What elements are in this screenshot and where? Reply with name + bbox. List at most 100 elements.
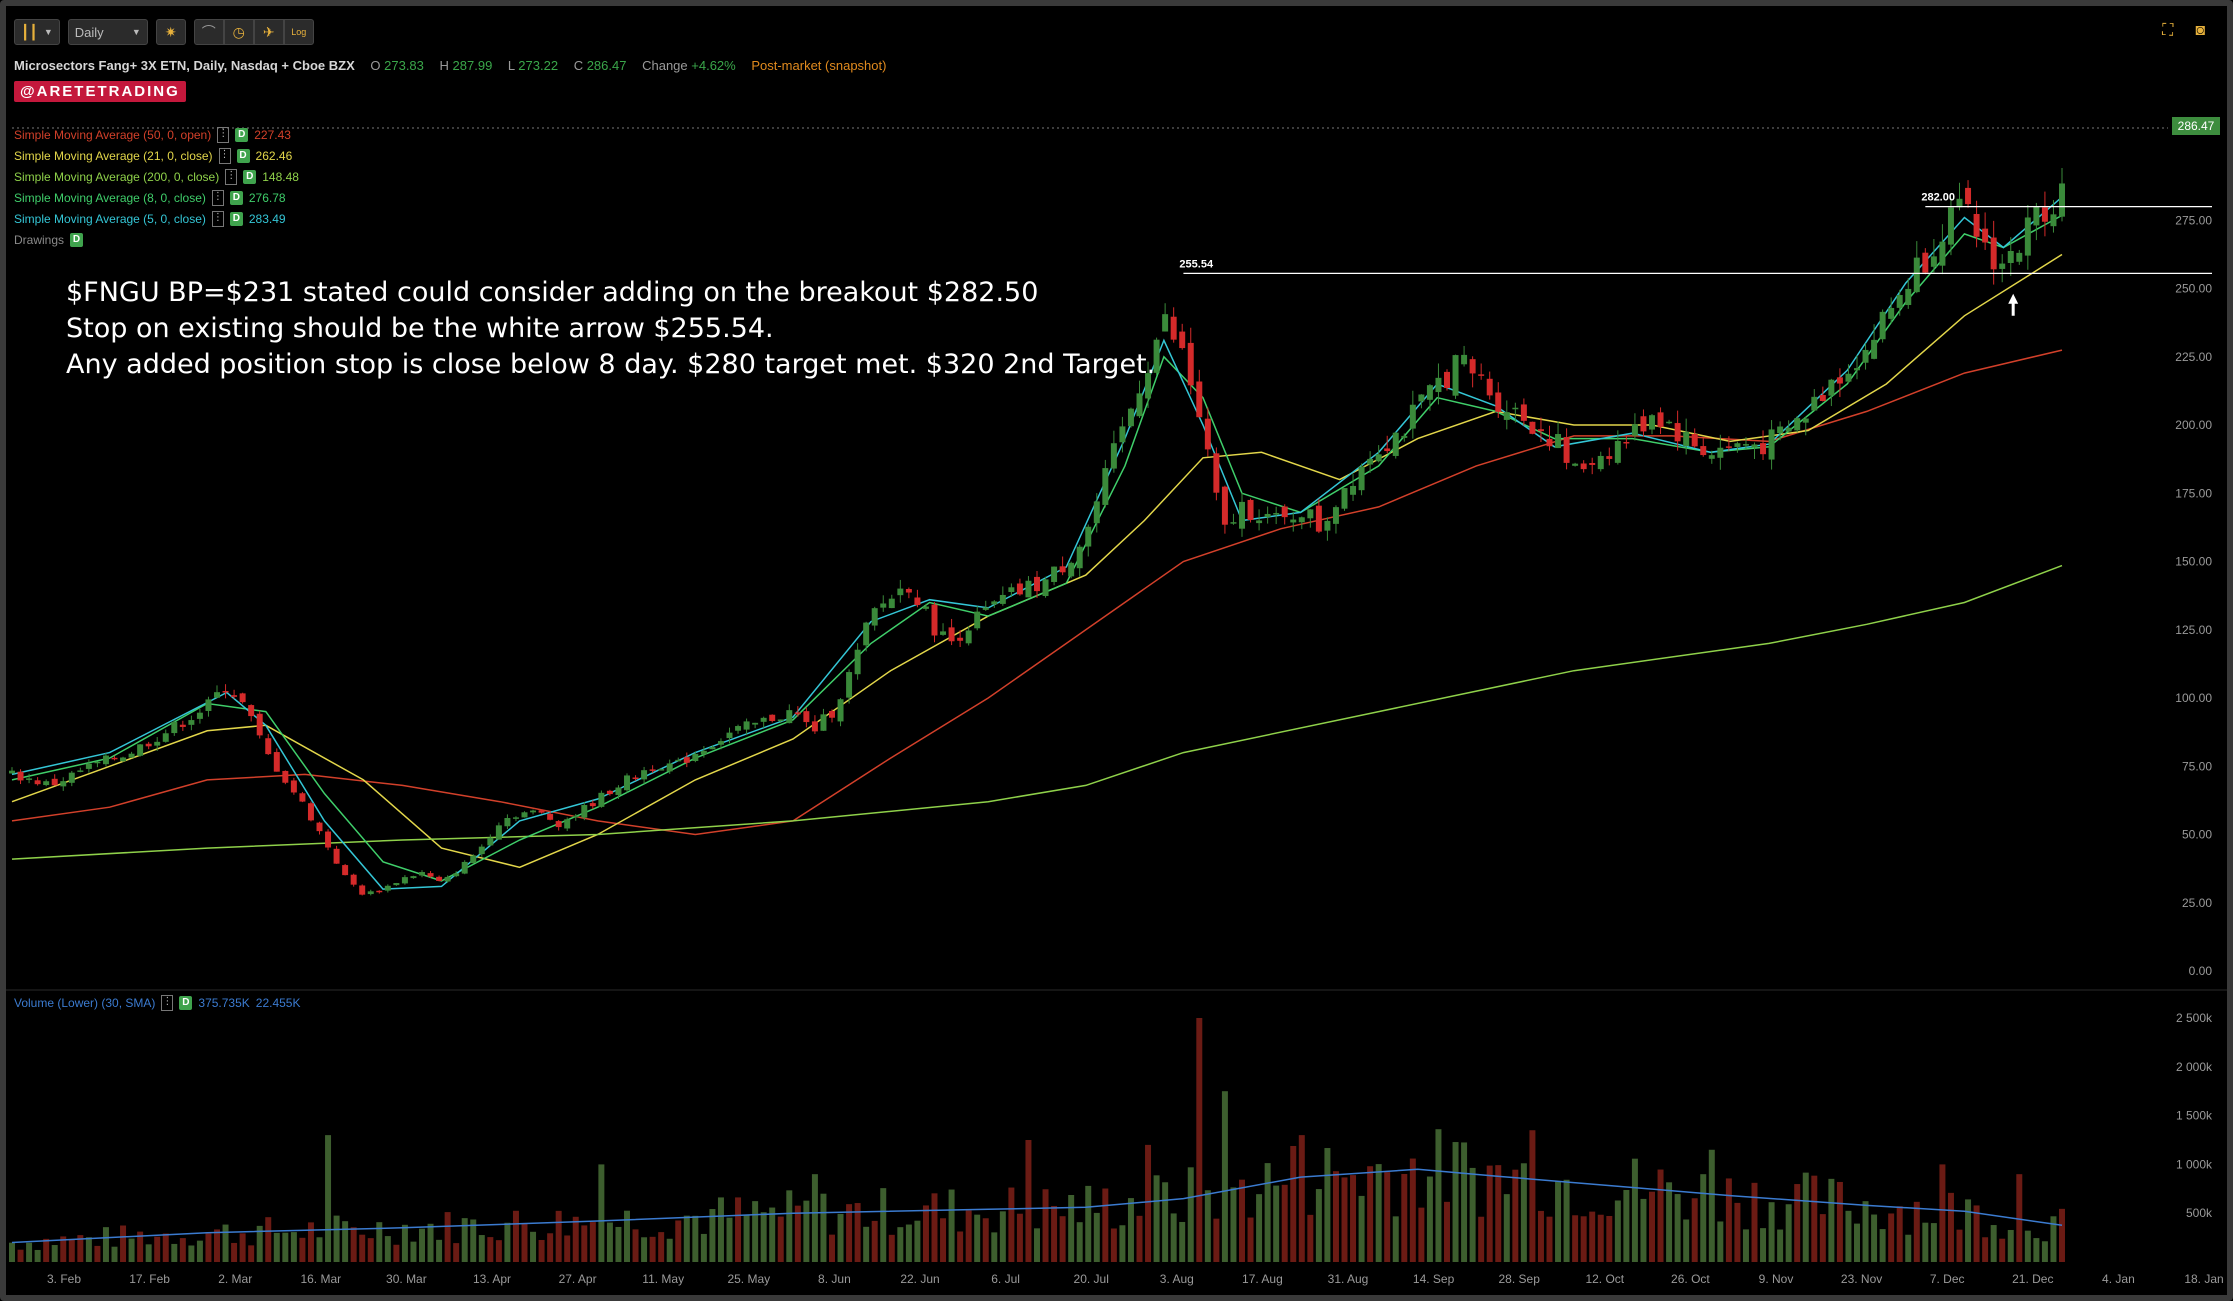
price-tick-label: 250.00 [2175, 282, 2212, 296]
interval-select[interactable]: Daily ▼ [67, 19, 148, 45]
settings-button[interactable]: ✷ [155, 19, 186, 45]
volume-tick-label: 500k [2186, 1206, 2213, 1220]
study-badge[interactable]: D [179, 996, 193, 1010]
study-menu-icon[interactable]: ⋮ [225, 168, 238, 185]
drawings-badge[interactable]: D [70, 232, 84, 247]
volume-bar [1068, 1195, 1075, 1262]
price-tick-label: 275.00 [2175, 213, 2212, 227]
volume-bar [1102, 1188, 1109, 1262]
study-menu-icon[interactable]: ⋮ [217, 126, 230, 143]
volume-bar [1136, 1215, 1143, 1262]
candle-body [564, 819, 571, 829]
volume-bar [154, 1236, 161, 1262]
moving-average-line [11, 564, 2063, 860]
chart-type-button[interactable]: ┃┃ ▼ [14, 19, 60, 45]
volume-study-header[interactable]: Volume (Lower) (30, SMA) ⋮ D 375.735K 22… [14, 995, 301, 1011]
volume-bar [461, 1218, 468, 1262]
candle-body [837, 699, 844, 722]
study-badge[interactable]: D [235, 127, 249, 142]
fullscreen-icon[interactable]: ⛶ [2162, 22, 2174, 39]
annotation-line: Stop on existing should be the white arr… [66, 313, 774, 344]
volume-bar [1008, 1187, 1015, 1262]
candle-body [1256, 520, 1263, 524]
candle-body [444, 876, 451, 882]
volume-bar [120, 1225, 127, 1262]
candle-body [265, 738, 272, 755]
date-tick-label: 7. Dec [1930, 1272, 1965, 1286]
volume-bar [1725, 1178, 1732, 1262]
candle-body [1435, 377, 1442, 393]
volume-bar [760, 1212, 767, 1262]
trade-annotation: $FNGU BP=$231 stated could consider addi… [66, 275, 1155, 383]
study-sma-21[interactable]: Simple Moving Average (21, 0, close) ⋮ D… [14, 145, 299, 166]
volume-bar [1332, 1171, 1339, 1262]
volume-bar [1153, 1175, 1160, 1262]
candle-body [1725, 446, 1732, 448]
study-sma-200[interactable]: Simple Moving Average (200, 0, close) ⋮ … [14, 166, 299, 187]
candle-body [1871, 339, 1878, 359]
interval-label: Daily [74, 24, 104, 40]
date-tick-label: 6. Jul [991, 1272, 1020, 1286]
study-badge[interactable]: D [229, 211, 243, 226]
study-menu-icon[interactable]: ⋮ [211, 189, 224, 206]
volume-bar [769, 1207, 776, 1262]
candle-body [530, 810, 537, 813]
candle-body [1819, 395, 1826, 401]
candle-body [1768, 429, 1775, 460]
volume-bar [683, 1215, 690, 1262]
volume-bar [316, 1237, 323, 1262]
volume-bar [1486, 1165, 1493, 1262]
drawings-row[interactable]: Drawings D [14, 229, 299, 250]
candle-body [1239, 501, 1245, 529]
volume-bar [401, 1224, 408, 1262]
volume-bar [1597, 1214, 1604, 1262]
volume-bar [1913, 1201, 1920, 1262]
candle-body [1546, 438, 1553, 447]
candle-body [1486, 378, 1493, 396]
study-menu-icon[interactable]: ⋮ [161, 995, 174, 1011]
study-badge[interactable]: D [229, 190, 243, 205]
volume-bar [2041, 1241, 2048, 1262]
candle-body [1982, 228, 1989, 243]
candle-body [282, 770, 289, 783]
candle-body [1068, 562, 1075, 577]
log-scale-button[interactable]: Log [283, 19, 314, 45]
study-badge[interactable]: D [243, 169, 257, 184]
clock-button[interactable]: ◷ [223, 19, 254, 45]
candle-body [1836, 377, 1843, 384]
candle-body [1367, 458, 1374, 465]
study-menu-icon[interactable]: ⋮ [218, 147, 231, 164]
line-style-button[interactable]: ⌒ [193, 19, 224, 45]
volume-bar [1435, 1129, 1442, 1262]
candle-body [769, 714, 776, 721]
camera-icon[interactable]: ◙ [2195, 22, 2205, 39]
candle-body [1777, 426, 1784, 434]
volume-bar [1631, 1158, 1638, 1262]
candle-body [1503, 412, 1510, 420]
candle-body [957, 637, 964, 641]
chart-header: Microsectors Fang+ 3X ETN, Daily, Nasdaq… [14, 58, 886, 73]
candle-body [846, 672, 853, 698]
volume-bar [1213, 1218, 1220, 1262]
candle-body [598, 792, 605, 807]
candle-body [2016, 252, 2023, 262]
candle-body [342, 865, 349, 876]
volume-bar [342, 1221, 349, 1262]
study-label: Simple Moving Average (50, 0, open) [14, 127, 212, 142]
volume-bar [1051, 1205, 1058, 1262]
volume-bar [1734, 1202, 1741, 1262]
gear-icon: ✷ [164, 23, 177, 40]
study-menu-icon[interactable]: ⋮ [211, 210, 224, 227]
candle-body [1666, 421, 1673, 424]
volume-bar [709, 1209, 716, 1262]
study-badge[interactable]: D [236, 148, 250, 163]
date-tick-label: 17. Feb [129, 1272, 170, 1286]
drawing-tool-button[interactable]: ✈ [253, 19, 284, 45]
candle-body [811, 721, 818, 732]
study-sma-8[interactable]: Simple Moving Average (8, 0, close) ⋮ D … [14, 187, 299, 208]
study-sma-50[interactable]: Simple Moving Average (50, 0, open) ⋮ D … [14, 124, 299, 145]
volume-bar [1230, 1187, 1237, 1262]
volume-bar [1982, 1237, 1989, 1262]
study-sma-5[interactable]: Simple Moving Average (5, 0, close) ⋮ D … [14, 208, 299, 229]
volume-bar [1879, 1229, 1886, 1262]
